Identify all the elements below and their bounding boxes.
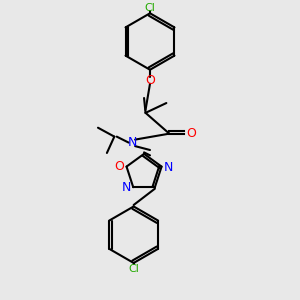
Text: N: N	[122, 181, 131, 194]
Text: O: O	[145, 74, 155, 87]
Text: N: N	[128, 136, 137, 149]
Text: O: O	[187, 127, 196, 140]
Text: O: O	[114, 160, 124, 172]
Text: Cl: Cl	[128, 264, 139, 274]
Text: N: N	[164, 161, 173, 174]
Text: Cl: Cl	[145, 3, 155, 13]
